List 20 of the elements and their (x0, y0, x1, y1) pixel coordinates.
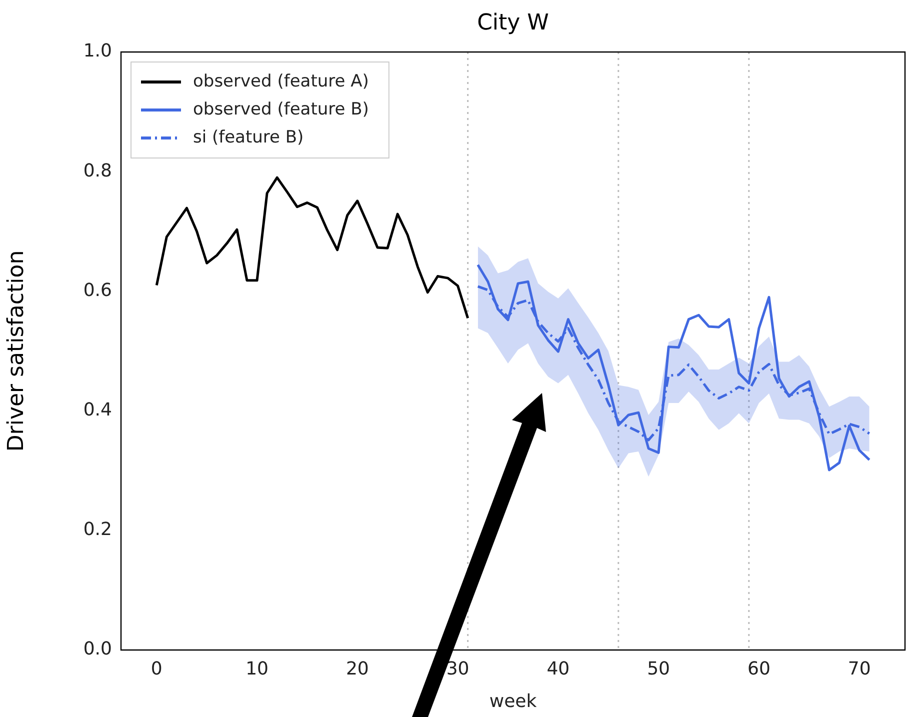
x-tick-label: 0 (150, 658, 162, 680)
legend-label: observed (feature A) (193, 71, 369, 92)
x-tick-label: 20 (346, 658, 369, 680)
y-tick-label: 0.6 (83, 280, 112, 301)
x-tick-label: 60 (747, 658, 770, 680)
chart-title: City W (477, 10, 550, 36)
x-tick-label: 50 (647, 658, 670, 680)
y-tick-label: 0.2 (83, 519, 112, 540)
y-tick-label: 0.0 (83, 638, 112, 660)
x-axis-title: week (489, 690, 538, 712)
legend-label: observed (feature B) (193, 99, 369, 120)
y-tick-label: 0.8 (83, 160, 112, 182)
x-tick-label: 70 (848, 658, 871, 680)
x-tick-label: 40 (546, 658, 570, 680)
y-tick-label: 1.0 (83, 40, 112, 62)
x-tick-label: 30 (446, 658, 470, 680)
x-tick-label: 10 (246, 658, 268, 680)
legend-label: si (feature B) (193, 127, 304, 148)
y-axis-title: Driver satisfaction (4, 250, 29, 452)
y-tick-label: 0.4 (83, 399, 112, 420)
